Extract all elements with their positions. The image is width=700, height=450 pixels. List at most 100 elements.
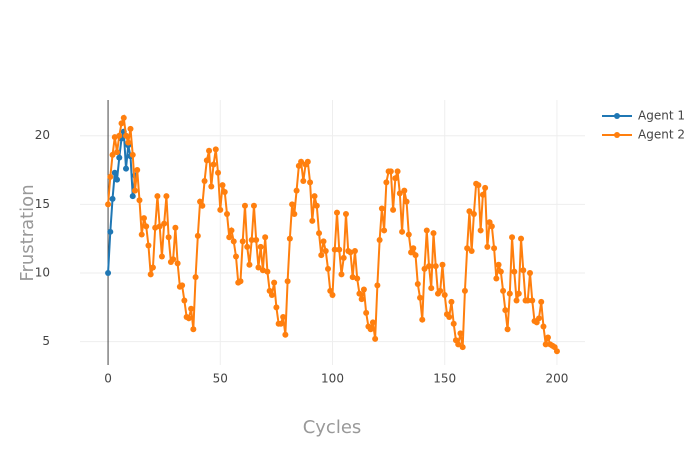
data-point [255, 264, 262, 271]
data-point [311, 193, 318, 200]
data-point [165, 234, 172, 241]
y-tick-label: 15 [35, 197, 50, 211]
data-point [479, 191, 486, 198]
data-point [394, 168, 401, 175]
data-point [111, 169, 118, 176]
x-tick-label: 200 [545, 372, 568, 386]
data-point [515, 290, 522, 297]
data-point [248, 237, 255, 244]
data-point [154, 193, 161, 200]
data-point [188, 305, 195, 312]
data-point [482, 184, 489, 191]
data-point [401, 187, 408, 194]
data-point [491, 245, 498, 252]
data-point [284, 278, 291, 285]
data-point [298, 158, 305, 165]
data-point [450, 320, 457, 327]
data-point [336, 246, 343, 253]
data-point [286, 235, 293, 242]
data-point [185, 315, 192, 322]
data-point [439, 261, 446, 268]
data-point [325, 265, 332, 272]
data-point [351, 248, 358, 255]
data-point [417, 294, 424, 301]
data-point [304, 158, 311, 165]
data-point [120, 114, 127, 121]
data-point [277, 320, 284, 327]
data-point [116, 154, 123, 161]
data-point [161, 220, 168, 227]
data-point [540, 323, 547, 330]
data-point [553, 348, 560, 355]
data-point [376, 237, 383, 244]
data-point [224, 210, 231, 217]
data-point [320, 238, 327, 245]
x-tick-label: 50 [213, 372, 228, 386]
data-point [138, 231, 145, 238]
data-point [107, 228, 114, 235]
data-point [542, 341, 549, 348]
data-point [430, 230, 437, 237]
data-point [329, 291, 336, 298]
data-point [237, 278, 244, 285]
data-point [300, 178, 307, 185]
data-point [145, 242, 152, 249]
data-point [374, 282, 381, 289]
data-point [403, 198, 410, 205]
data-point [143, 223, 150, 230]
data-point [129, 151, 136, 158]
data-point [232, 253, 239, 260]
data-point [459, 344, 466, 351]
data-point [535, 315, 542, 322]
data-point [421, 265, 428, 272]
x-axis-title: Cycles [303, 417, 362, 438]
data-point [125, 139, 132, 146]
data-point [399, 228, 406, 235]
data-point [230, 238, 237, 245]
data-point [114, 176, 121, 183]
data-point [136, 197, 143, 204]
data-point [354, 275, 361, 282]
data-point [140, 215, 147, 222]
data-point [158, 253, 165, 260]
data-point [524, 297, 531, 304]
data-point [493, 275, 500, 282]
legend-marker [614, 132, 620, 138]
data-point [181, 297, 188, 304]
data-point [246, 261, 253, 268]
data-point [118, 120, 125, 127]
data-point [378, 205, 385, 212]
data-point [105, 201, 112, 208]
data-point [455, 341, 462, 348]
data-point [511, 268, 518, 275]
data-point [383, 179, 390, 186]
data-point [414, 280, 421, 287]
data-point [262, 234, 269, 241]
x-tick-label: 0 [104, 372, 112, 386]
data-point [208, 183, 215, 190]
data-point [253, 237, 260, 244]
data-point [437, 287, 444, 294]
data-point [396, 190, 403, 197]
legend-label: Agent 1 [638, 109, 685, 123]
data-point [241, 202, 248, 209]
data-point [461, 287, 468, 294]
data-point [488, 223, 495, 230]
data-point [322, 248, 329, 255]
data-point [250, 202, 257, 209]
data-point [338, 271, 345, 278]
data-point [340, 254, 347, 261]
y-tick-label: 5 [42, 334, 50, 348]
data-point [466, 208, 473, 215]
data-point [190, 326, 197, 333]
data-point [239, 238, 246, 245]
data-point [147, 271, 154, 278]
data-point [134, 167, 141, 174]
data-point [244, 243, 251, 250]
data-point [264, 268, 271, 275]
data-point [410, 245, 417, 252]
data-point [210, 161, 217, 168]
data-point [215, 169, 222, 176]
data-point [331, 246, 338, 253]
data-point [114, 149, 121, 156]
